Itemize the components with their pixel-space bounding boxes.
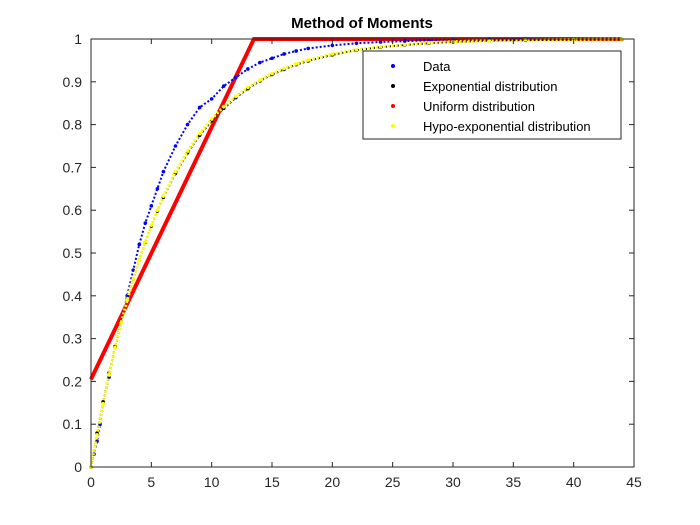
y-tick-label: 1 — [74, 31, 82, 47]
y-tick-label: 0.3 — [63, 331, 83, 347]
data-point — [270, 71, 274, 76]
data-point — [209, 117, 214, 121]
data-point — [197, 131, 202, 136]
series-3 — [89, 37, 624, 469]
data-point — [234, 94, 238, 99]
x-tick-label: 0 — [87, 474, 95, 490]
axes: 0 5 10 15 20 25 30 35 40 45 0 0.1 0.2 0.3 0.4 0.5 0.6 0.7… — [63, 31, 642, 490]
data-point — [246, 85, 250, 90]
legend-entry: Hypo-exponential distribution — [423, 119, 591, 134]
data-point — [149, 204, 154, 208]
data-point — [427, 41, 431, 45]
legend-entry: Data — [423, 59, 451, 74]
data-point — [294, 49, 298, 53]
x-tick-label: 40 — [566, 474, 582, 490]
x-tick-label: 10 — [204, 474, 220, 490]
data-point — [234, 75, 238, 80]
x-tick-label: 15 — [264, 474, 280, 490]
y-tick-label: 0 — [74, 459, 82, 475]
data-point — [143, 221, 148, 225]
legend-entry: Exponential distribution — [423, 79, 557, 94]
y-tick-label: 0.4 — [63, 288, 83, 304]
x-tick-label: 20 — [325, 474, 341, 490]
chart-title: Method of Moments — [291, 15, 433, 32]
y-tick-label: 0.1 — [63, 416, 83, 432]
data-point — [221, 84, 226, 88]
data-point — [173, 169, 178, 174]
data-point — [258, 78, 262, 82]
data-point — [107, 372, 111, 377]
data-point — [330, 43, 335, 48]
x-tick-label: 45 — [626, 474, 642, 490]
data-point — [113, 345, 117, 350]
data-point — [197, 105, 202, 110]
data-point — [282, 66, 286, 71]
data-point — [131, 277, 136, 281]
data-point — [282, 52, 286, 56]
legend-marker — [391, 64, 395, 68]
data-point — [258, 60, 262, 65]
data-point — [402, 42, 407, 47]
data-point — [137, 242, 142, 247]
data-point — [95, 433, 99, 437]
y-tick-label: 0.9 — [63, 74, 83, 90]
data-point — [246, 67, 250, 71]
x-tick-label: 35 — [506, 474, 522, 490]
x-tick-label: 25 — [385, 474, 401, 490]
data-point — [155, 187, 160, 191]
data-point — [378, 44, 383, 49]
data-point — [402, 39, 407, 43]
data-point — [306, 46, 311, 51]
data-point — [161, 169, 166, 174]
data-point — [161, 194, 166, 198]
legend-entry: Uniform distribution — [423, 99, 535, 114]
legend-marker — [391, 84, 395, 88]
legend-box — [362, 50, 622, 140]
data-point — [119, 320, 123, 325]
data-point — [131, 268, 136, 272]
data-point — [143, 240, 148, 244]
y-tick-label: 0.8 — [63, 117, 83, 133]
data-point — [173, 144, 178, 148]
data-point — [378, 40, 383, 44]
data-point — [270, 56, 274, 61]
data-point — [487, 38, 492, 43]
x-tick-label: 5 — [147, 474, 155, 490]
data-point — [155, 208, 160, 212]
x-tick-label: 30 — [445, 474, 461, 490]
legend-marker — [391, 104, 395, 108]
data-point — [221, 104, 226, 109]
data-point — [294, 62, 298, 66]
legend-marker — [391, 124, 395, 128]
data-point — [306, 58, 311, 62]
data-point — [330, 52, 335, 56]
y-tick-label: 0.2 — [63, 373, 83, 389]
y-tick-label: 0.5 — [63, 245, 83, 261]
data-point — [209, 97, 214, 101]
data-point — [185, 122, 190, 127]
data-point — [125, 298, 129, 302]
data-point — [137, 258, 142, 262]
data-point — [354, 41, 359, 46]
data-point — [354, 47, 359, 52]
y-tick-label: 0.6 — [63, 202, 83, 218]
legend: Data Exponential distribution Uniform dist… — [362, 50, 622, 140]
data-point — [149, 223, 154, 227]
data-point — [101, 401, 105, 406]
data-point — [185, 149, 190, 153]
y-tick-label: 0.7 — [63, 159, 83, 175]
